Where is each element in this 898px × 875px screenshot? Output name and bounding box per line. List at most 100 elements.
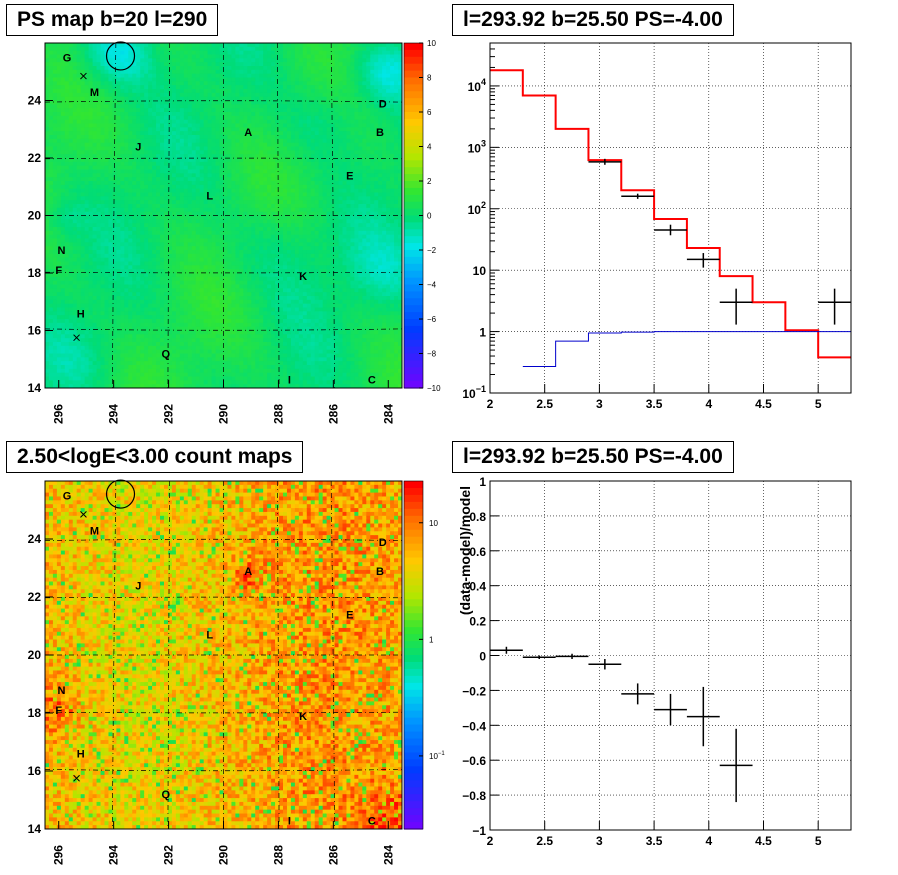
ps-pixel (195, 292, 201, 297)
ps-pixel (259, 257, 264, 262)
ps-pixel (243, 322, 248, 328)
ps-pixel (128, 353, 133, 358)
ps-pixel (136, 315, 141, 320)
ps-pixel (211, 196, 217, 201)
ps-pixel (132, 158, 137, 163)
ps-pixel (199, 230, 205, 236)
ps-pixel (215, 112, 221, 117)
ps-pixel (48, 269, 54, 274)
ps-pixel (48, 365, 54, 370)
ps-pixel (195, 342, 201, 347)
ps-pixel (259, 181, 264, 186)
ps-pixel (203, 108, 209, 113)
ps-pixel (132, 85, 137, 90)
ps-pixel (68, 200, 74, 205)
ps-pixel (183, 330, 189, 335)
ps-pixel (195, 142, 201, 147)
ps-pixel (164, 69, 169, 75)
ps-pixel (68, 54, 74, 59)
ps-pixel (211, 384, 217, 389)
ps-pixel (227, 227, 232, 232)
ps-pixel (48, 250, 54, 255)
ps-pixel (100, 353, 105, 358)
ps-pixel (108, 219, 113, 224)
ps-pixel (68, 334, 74, 339)
ps-pixel (239, 273, 244, 278)
ps-pixel (45, 242, 50, 247)
ps-pixel (239, 115, 244, 121)
ps-pixel (100, 43, 105, 48)
ps-pixel (68, 384, 74, 389)
ps-pixel (223, 319, 228, 324)
ps-pixel (259, 92, 264, 98)
ps-pixel (179, 322, 185, 328)
ps-pixel (199, 292, 205, 297)
ps-pixel (88, 177, 94, 182)
ps-pixel (52, 207, 58, 213)
ps-pixel (120, 81, 125, 86)
ps-pixel (167, 242, 173, 247)
ps-pixel (171, 288, 177, 293)
ps-pixel (171, 223, 177, 228)
ps-pixel (211, 211, 217, 216)
ps-pixel (259, 154, 264, 159)
ps-pixel (84, 345, 90, 351)
ps-pixel (80, 311, 86, 316)
ps-pixel (160, 338, 165, 343)
ps-pixel (45, 357, 50, 362)
ps-pixel (72, 376, 78, 381)
ps-pixel (179, 92, 185, 98)
ps-pixel (175, 361, 181, 366)
ps-pixel (215, 322, 221, 328)
ps-pixel (187, 319, 193, 324)
ps-pixel (48, 81, 54, 86)
ps-pixel (92, 62, 98, 67)
ps-pixel (215, 361, 221, 366)
ps-pixel (140, 161, 145, 167)
ps-pixel (64, 311, 70, 316)
ps-pixel (223, 142, 228, 147)
ps-pixel (211, 142, 217, 147)
ps-pixel (152, 131, 157, 136)
ps-pixel (243, 150, 248, 155)
ps-pixel (223, 342, 228, 347)
ps-pixel (187, 273, 193, 278)
ps-pixel (144, 276, 149, 282)
ps-pixel (179, 192, 185, 197)
ps-pixel (64, 177, 70, 182)
ps-pixel (108, 250, 113, 255)
ps-pixel (132, 353, 137, 358)
ps-pixel (148, 384, 153, 389)
ps-pixel (148, 100, 153, 105)
ps-pixel (227, 292, 232, 297)
ps-pixel (76, 299, 82, 305)
ps-pixel (243, 207, 248, 213)
ps-pixel (52, 211, 58, 216)
ps-pixel (136, 161, 141, 167)
ps-pixel (259, 265, 264, 270)
ps-pixel (179, 372, 185, 377)
ps-pixel (183, 326, 189, 331)
ps-pixel (219, 296, 224, 301)
ps-pixel (100, 169, 105, 174)
ps-pixel (116, 215, 121, 220)
ps-pixel (207, 234, 213, 239)
ps-pixel (72, 146, 78, 151)
ps-pixel (72, 89, 78, 94)
ps-pixel (251, 261, 256, 266)
ps-pixel (120, 288, 125, 293)
ps-pixel (255, 242, 260, 247)
ps-pixel (160, 104, 165, 109)
ps-pixel (255, 104, 260, 109)
ps-pixel (219, 288, 224, 293)
ps-pixel (48, 380, 54, 385)
ps-pixel (45, 96, 50, 101)
ps-pixel (92, 215, 98, 220)
ps-pixel (195, 330, 201, 335)
ps-pixel (120, 242, 125, 247)
ps-pixel (132, 269, 137, 274)
ps-pixel (52, 215, 58, 220)
ps-pixel (88, 365, 94, 370)
ps-pixel (116, 127, 121, 132)
ps-pixel (247, 361, 252, 366)
